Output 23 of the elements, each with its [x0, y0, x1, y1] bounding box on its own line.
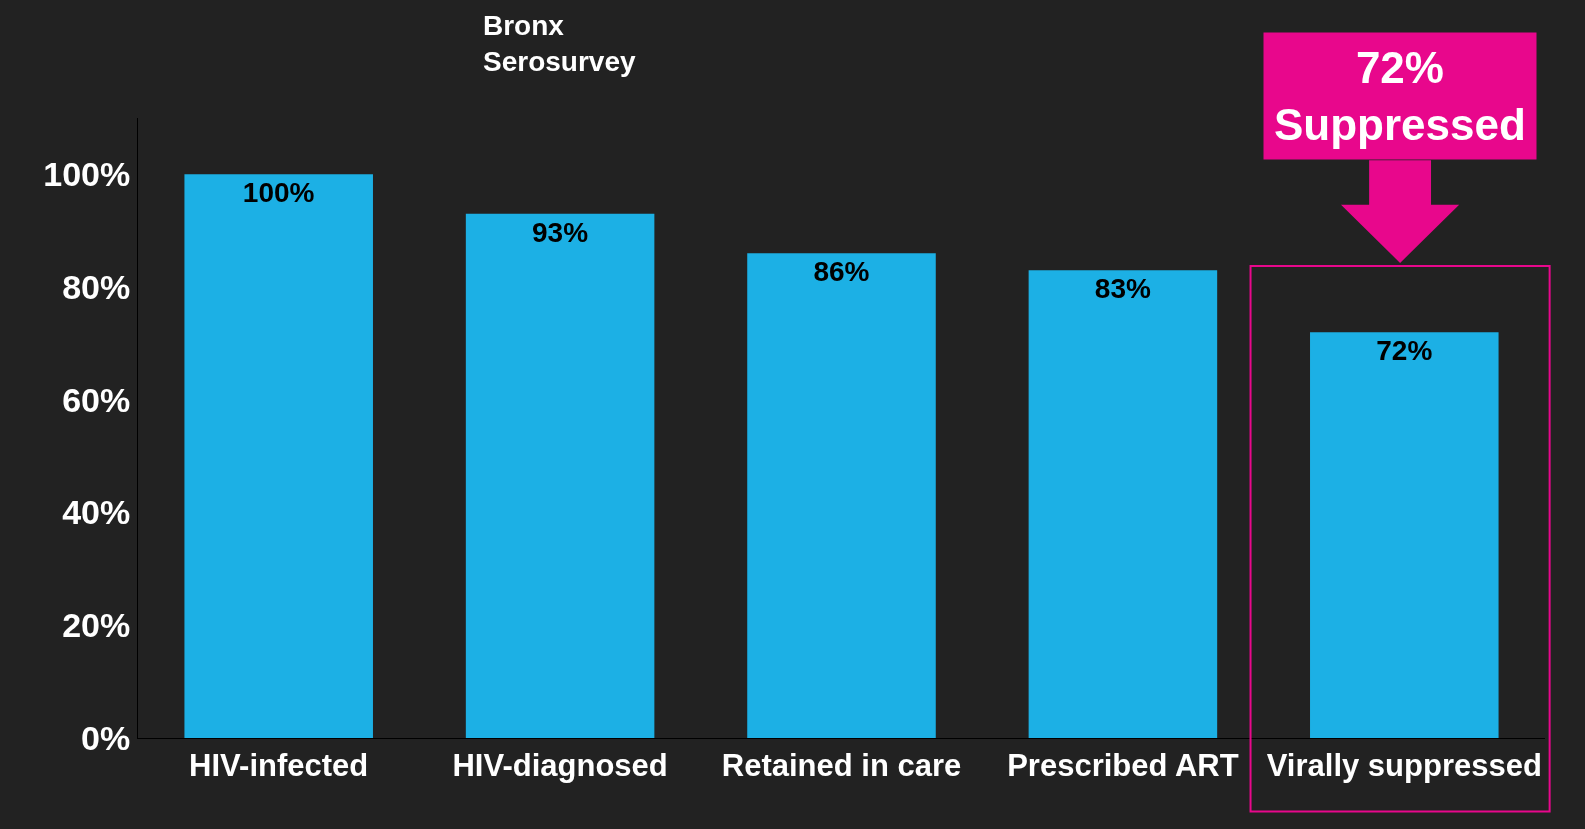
y-tick-label: 0% [81, 718, 131, 757]
data-label: 93% [532, 216, 589, 248]
bar [747, 253, 936, 738]
data-label: 86% [813, 256, 870, 288]
bar [184, 174, 373, 738]
data-label: 83% [1094, 273, 1151, 305]
bar [1028, 270, 1218, 738]
y-tick-label: 80% [62, 267, 131, 306]
annotation: 72% Suppressed [1274, 43, 1526, 150]
y-tick-label: 60% [62, 380, 131, 419]
chart-title: Bronx Serosurvey [483, 10, 636, 78]
x-tick-label: Prescribed ART [1007, 748, 1239, 784]
x-tick-label: HIV-diagnosed [452, 748, 668, 784]
y-tick-label: 20% [62, 606, 131, 645]
bar [1310, 332, 1499, 738]
data-label: 100% [242, 177, 315, 209]
bar [465, 213, 655, 738]
x-tick-label: Virally suppressed [1266, 748, 1542, 784]
x-tick-label: Retained in care [721, 748, 962, 784]
y-tick-label: 100% [43, 155, 131, 194]
y-tick-label: 40% [62, 493, 131, 532]
x-tick-label: HIV-infected [189, 748, 369, 784]
data-label: 72% [1376, 335, 1433, 367]
